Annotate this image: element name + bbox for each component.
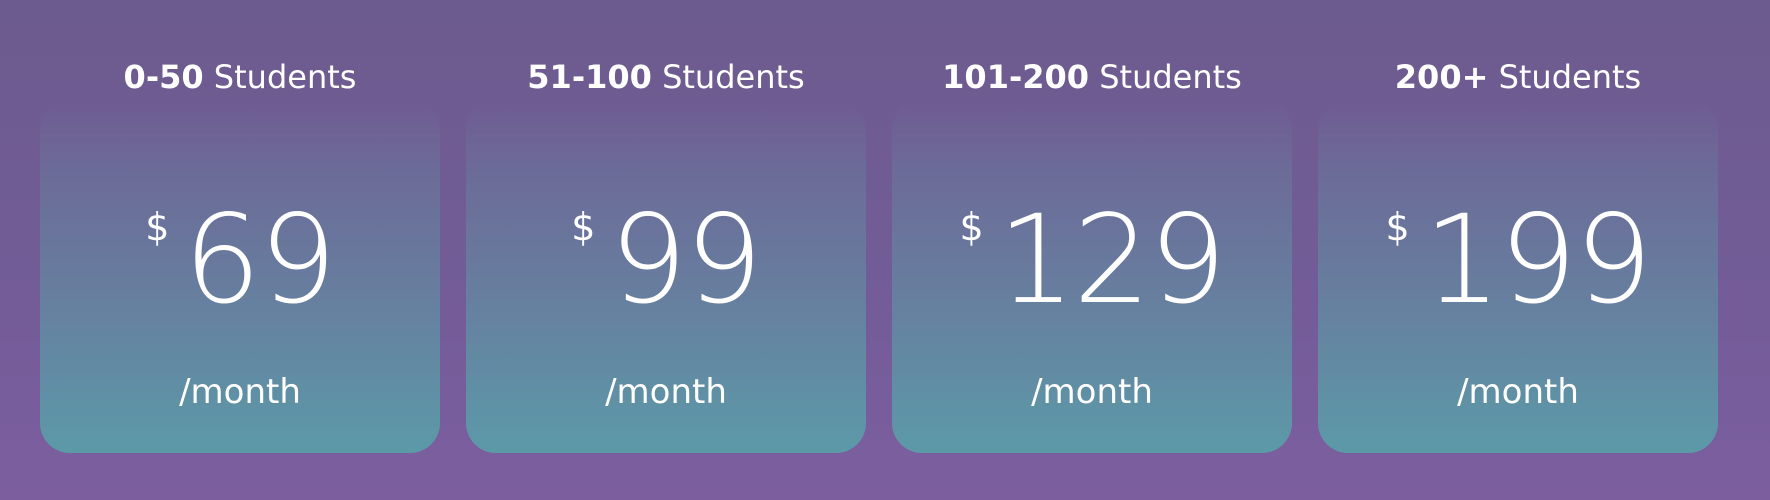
pricing-card[interactable] <box>1318 100 1718 453</box>
plan-range: 200+ <box>1394 58 1489 96</box>
currency-symbol: $ <box>571 205 596 249</box>
plan-price: $99 <box>466 195 866 325</box>
price-amount: 69 <box>183 189 336 331</box>
price-amount: 99 <box>609 189 762 331</box>
billing-period: /month <box>1457 372 1579 412</box>
plan-price: $199 <box>1318 195 1718 325</box>
plan-title: 51-100 Students <box>466 58 866 96</box>
plan-price: $69 <box>40 195 440 325</box>
plan-price: $129 <box>892 195 1292 325</box>
plan-title: 101-200 Students <box>892 58 1292 96</box>
billing-period: /month <box>1031 372 1153 412</box>
pricing-card[interactable] <box>40 100 440 453</box>
plan-range: 51-100 <box>527 58 652 96</box>
plan-unit: Students <box>213 58 357 96</box>
pricing-card[interactable] <box>466 100 866 453</box>
plan-unit: Students <box>1099 58 1242 96</box>
plan-unit: Students <box>662 58 805 96</box>
currency-symbol: $ <box>1385 205 1410 249</box>
plan-title: 200+ Students <box>1318 58 1718 96</box>
plan-title: 0-50 Students <box>40 58 440 96</box>
currency-symbol: $ <box>959 205 984 249</box>
price-amount: 199 <box>1423 189 1653 331</box>
plan-range: 101-200 <box>942 58 1090 96</box>
billing-period: /month <box>605 372 727 412</box>
price-amount: 129 <box>997 189 1227 331</box>
pricing-card[interactable] <box>892 100 1292 453</box>
plan-range: 0-50 <box>123 58 204 96</box>
billing-period: /month <box>179 372 301 412</box>
plan-unit: Students <box>1498 58 1642 96</box>
currency-symbol: $ <box>145 205 170 249</box>
